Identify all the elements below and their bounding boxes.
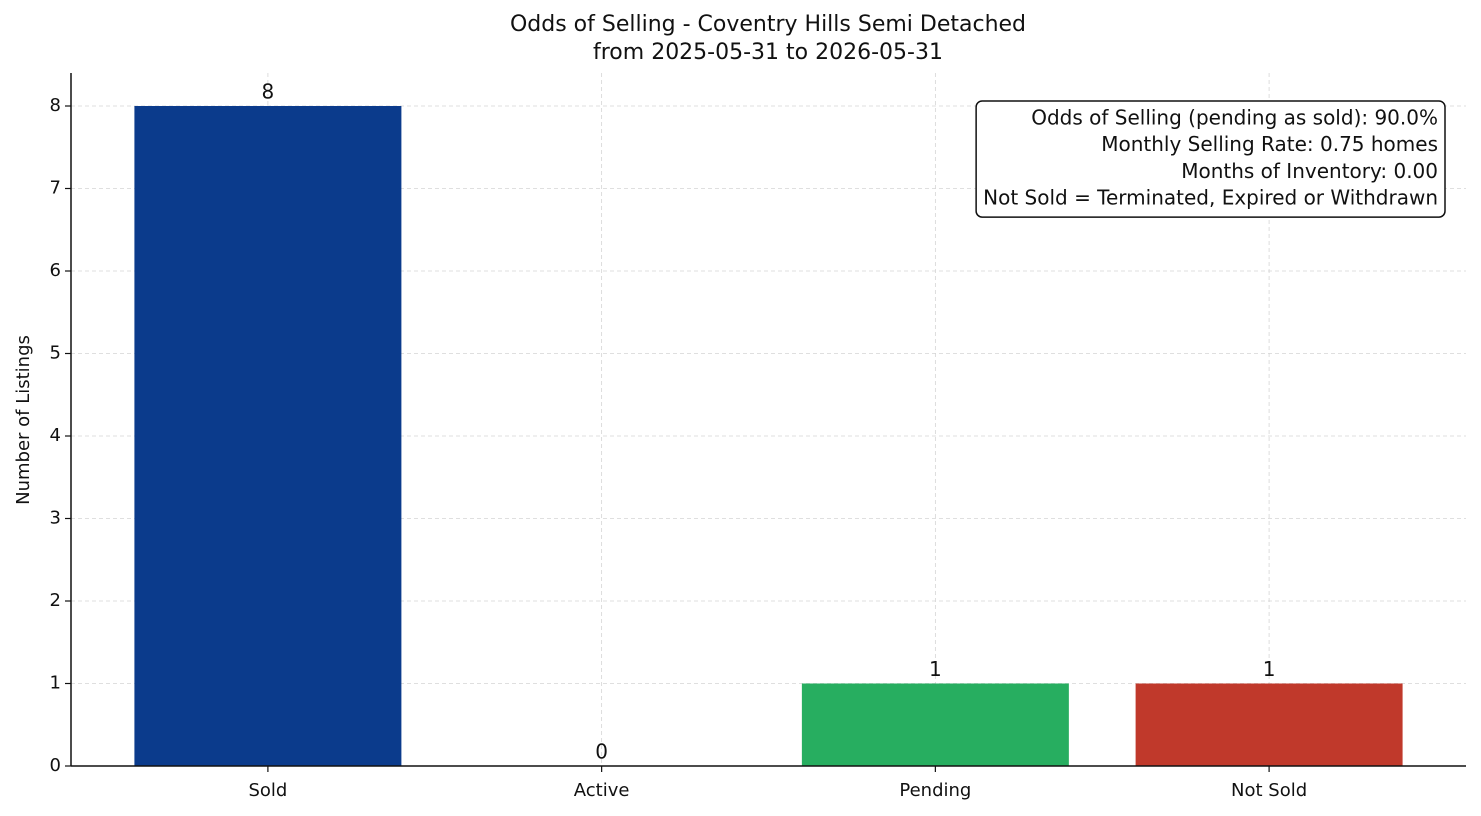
value-label: 0: [595, 740, 608, 764]
y-tick-label: 6: [50, 260, 61, 281]
value-label: 8: [262, 80, 275, 104]
annotation-line: Months of Inventory: 0.00: [1181, 159, 1438, 183]
x-tick-label: Sold: [248, 780, 287, 801]
y-axis-label: Number of Listings: [13, 335, 34, 505]
value-label: 1: [1263, 657, 1276, 681]
bar: [1135, 683, 1403, 766]
chart-title: Odds of Selling - Coventry Hills Semi De…: [510, 12, 1026, 37]
annotation: Odds of Selling (pending as sold): 90.0%…: [975, 100, 1446, 218]
bar: [134, 106, 402, 766]
y-tick-label: 7: [50, 178, 61, 199]
y-tick-label: 2: [50, 590, 61, 611]
bar: [801, 683, 1069, 766]
annotation-box: [975, 100, 1446, 218]
y-tick-label: 4: [50, 425, 61, 446]
chart-subtitle: from 2025-05-31 to 2026-05-31: [593, 40, 943, 65]
annotation-line: Not Sold = Terminated, Expired or Withdr…: [983, 186, 1438, 210]
annotation-line: Monthly Selling Rate: 0.75 homes: [1101, 132, 1438, 156]
y-tick-label: 1: [50, 673, 61, 694]
y-tick-label: 8: [50, 95, 61, 116]
x-tick-label: Not Sold: [1231, 780, 1307, 801]
y-tick-label: 0: [50, 755, 61, 776]
y-tick-label: 3: [50, 508, 61, 529]
x-tick-label: Active: [574, 780, 630, 801]
value-label: 1: [929, 657, 942, 681]
y-tick-label: 5: [50, 343, 61, 364]
annotation-line: Odds of Selling (pending as sold): 90.0%: [1031, 106, 1438, 130]
x-tick-label: Pending: [899, 780, 971, 801]
